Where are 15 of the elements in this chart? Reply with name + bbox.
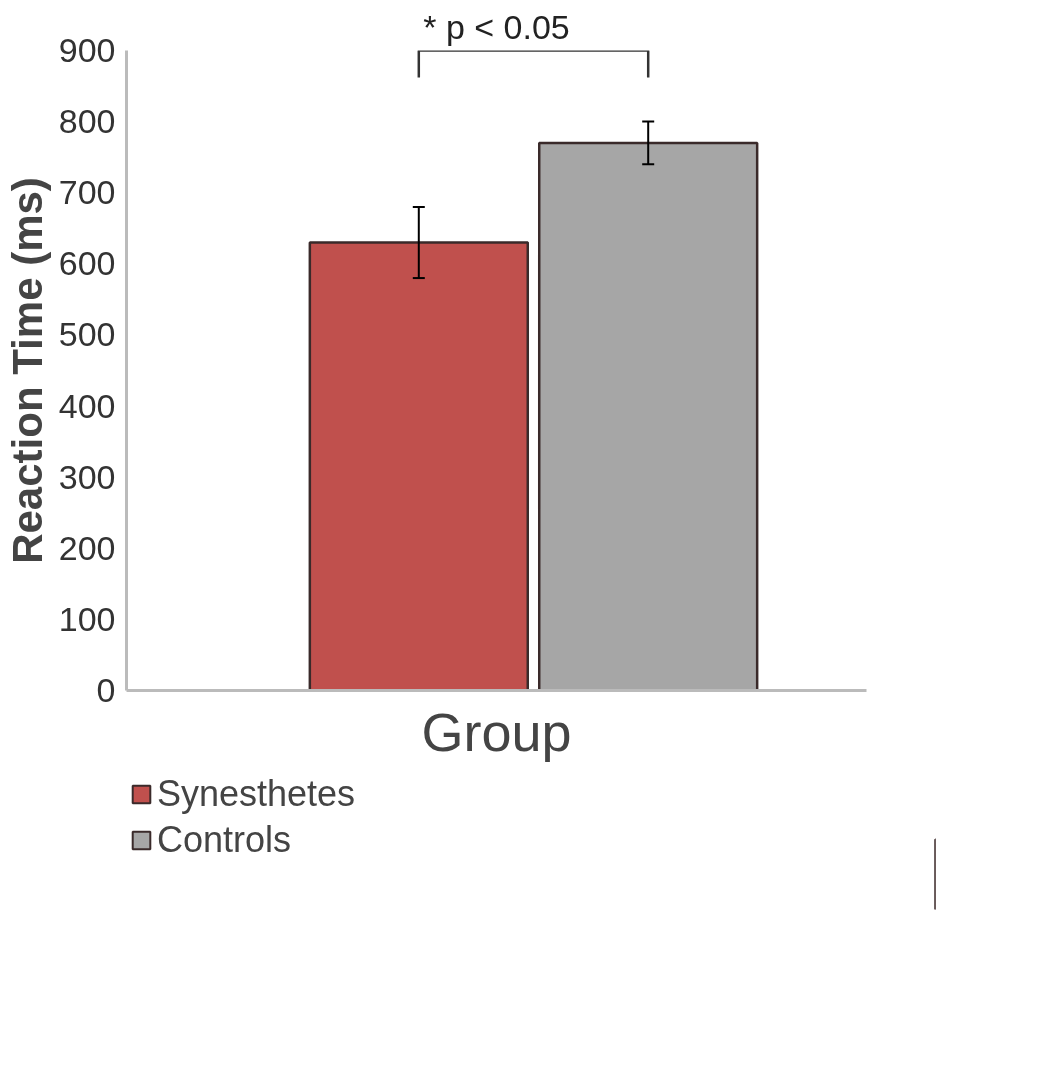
y-tick-label: 300 — [58, 457, 116, 496]
y-tick-label: 200 — [58, 528, 116, 567]
y-tick-label: 400 — [58, 386, 116, 425]
y-tick-label: 100 — [58, 599, 116, 638]
y-tick-label: 700 — [58, 173, 116, 212]
text: * p < 0.05 — [423, 7, 570, 46]
y-tick-label: 0 — [96, 671, 116, 709]
legend-label: Controls — [157, 819, 292, 861]
y-tick-label: 600 — [58, 244, 116, 283]
x-axis-title: Group — [421, 701, 572, 762]
y-tick-label: 500 — [58, 315, 116, 354]
y-tick-label: 900 — [58, 31, 116, 69]
y-tick-label: 800 — [58, 102, 116, 141]
y-axis-title: Reaction Time (ms) — [3, 177, 51, 564]
legend-label: Synesthetes — [157, 773, 356, 815]
